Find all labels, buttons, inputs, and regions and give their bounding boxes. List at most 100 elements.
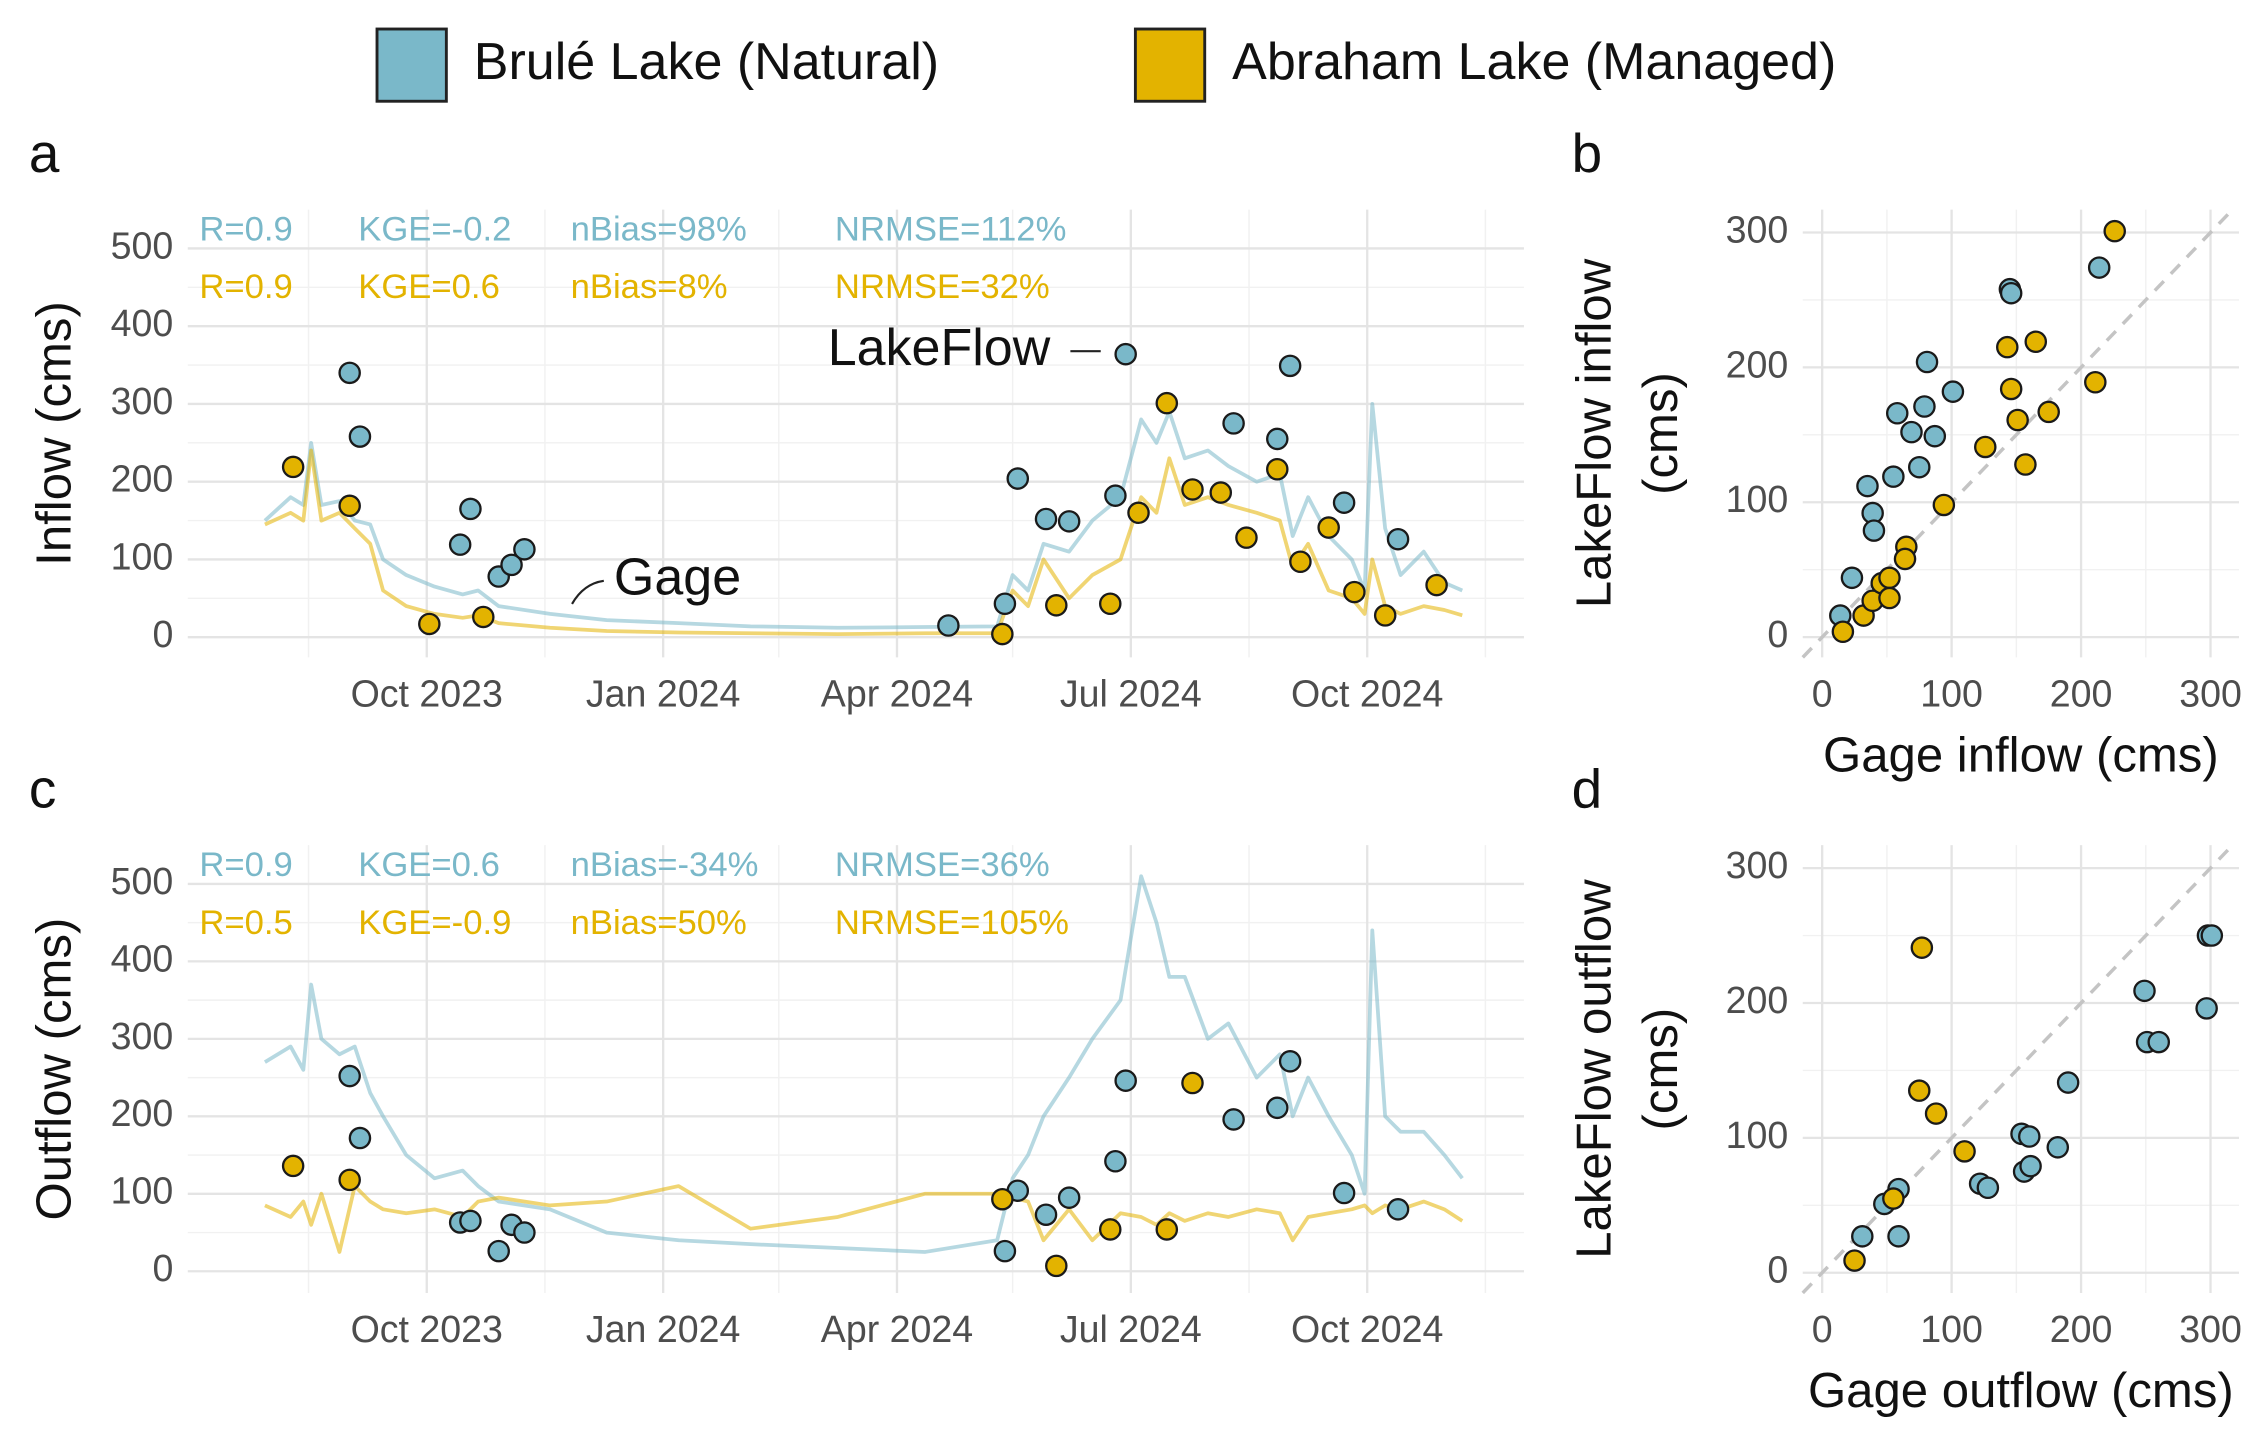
stat-label: NRMSE=112% [835,210,1066,248]
y-tick-label: 400 [111,937,174,979]
y-axis-title: (cms) [1634,372,1688,495]
lakeflow-point [448,533,472,556]
y-tick-label: 0 [1767,613,1788,655]
scatter-point [1999,281,2023,305]
x-axis-title: Gage inflow (cms) [1823,728,2219,782]
lakeflow-point [1098,592,1122,616]
y-tick-label: 100 [111,535,174,577]
scatter-point [1851,1225,1874,1248]
scatter-point [1882,465,1905,488]
panel-label: c [29,758,56,820]
lakeflow-point [281,1154,305,1178]
y-tick-label: 300 [1726,208,1789,250]
lakeflow-point [1425,573,1448,597]
x-tick-label: Oct 2023 [351,672,503,714]
scatter-point [2014,453,2037,476]
stat-label: NRMSE=32% [835,268,1050,306]
lakeflow-point [1386,527,1410,551]
lakeflow-point [338,1064,361,1088]
lakeflow-point [348,425,372,448]
y-tick-label: 0 [152,1247,173,1289]
y-tick-label: 100 [1726,478,1789,520]
lakeflow-point [1045,594,1068,617]
lakeflow-point [1181,1071,1204,1095]
y-axis-title: LakeFlow outflow [1568,879,1622,1259]
scatter-point [1976,1176,2000,1200]
lakeflow-point [1057,510,1081,533]
lakeflow-point [348,1126,372,1150]
scatter-point [2019,1154,2042,1178]
lakeflow-point [1057,1186,1081,1209]
lakeflow-point [500,553,523,577]
x-tick-label: 300 [2179,672,2242,714]
y-tick-label: 400 [111,302,174,344]
lakeflow-point [1104,484,1127,507]
x-tick-label: Jul 2024 [1060,1308,1202,1350]
scatter-point [2006,408,2029,432]
x-tick-label: 300 [2179,1308,2242,1350]
scatter-point [1907,1079,1931,1102]
x-axis-title: Gage outflow (cms) [1808,1364,2234,1418]
lakeflow-point [1266,1096,1289,1120]
y-axis-title: Inflow (cms) [28,301,82,566]
y-axis-title: Outflow (cms) [28,918,82,1221]
gage-annotation: Gage [614,549,741,607]
x-tick-label: Oct 2024 [1291,672,1443,714]
scatter-point [1941,380,1965,403]
scatter-point [1999,377,2023,401]
lakeflow-point [1266,457,1289,481]
stat-label: nBias=98% [571,210,747,248]
lakeflow-point [1332,491,1356,514]
scatter-point [1924,1102,1948,1125]
lakeflow-point [418,612,441,636]
scatter-point [1913,395,1936,418]
y-axis-title: LakeFlow inflow [1568,258,1622,608]
legend-label: Brulé Lake (Natural) [474,33,939,91]
lakeflow-point [1209,481,1233,504]
scatter-point [1974,435,1997,459]
lakeflow-point [459,1209,482,1233]
stat-label: nBias=-34% [571,846,759,884]
scatter-point [2037,400,2060,424]
lakeflow-point [1373,604,1397,627]
lakeflow-point [338,494,361,518]
lakeflow-point [993,1239,1017,1263]
x-tick-label: Apr 2024 [821,672,973,714]
x-tick-label: 100 [1920,1308,1983,1350]
stat-label: R=0.5 [199,904,292,942]
panel-label: b [1572,122,1603,184]
stat-label: KGE=0.6 [358,268,500,306]
scatter-point [1996,335,2019,359]
scatter-point [1907,455,1931,479]
x-tick-label: Jul 2024 [1060,672,1202,714]
x-tick-label: 0 [1812,672,1833,714]
lakeflow-point [1098,1218,1122,1241]
stat-label: NRMSE=105% [835,904,1069,942]
lakeflow-point [1155,1218,1179,1241]
x-tick-label: Oct 2023 [351,1308,503,1350]
gage-line [263,401,1464,630]
lakeflow-point [459,497,482,521]
identity-line [1801,843,2234,1295]
gage-line [264,1184,1464,1254]
x-tick-label: 200 [2050,1308,2113,1350]
scatter-point [2084,370,2107,394]
scatter-point [2056,1071,2080,1094]
scatter-point [2195,997,2218,1020]
panel-label: a [29,122,60,184]
lakeflow-point [513,1221,536,1244]
x-tick-label: Jan 2024 [586,672,740,714]
y-tick-label: 0 [152,613,173,655]
scatter-point [2103,219,2126,243]
lakeflow-point [1006,467,1030,490]
y-tick-label: 200 [1726,343,1789,385]
lakeflow-point [1155,391,1179,415]
scatter-point [1831,620,1855,644]
x-tick-label: 200 [2050,672,2113,714]
scatter-point [1843,1249,1866,1272]
lakeflow-point [1386,1198,1410,1221]
lakeflow-point [1332,1181,1356,1205]
y-tick-label: 500 [111,224,174,266]
